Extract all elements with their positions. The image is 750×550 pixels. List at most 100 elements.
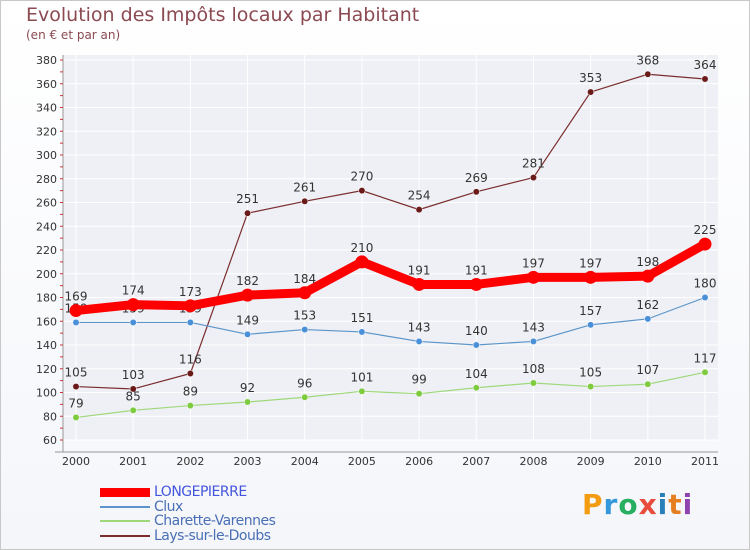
data-point <box>183 299 197 313</box>
data-label: 281 <box>522 157 545 171</box>
data-point <box>472 188 480 196</box>
series-line-charette-varennes <box>75 371 706 419</box>
data-label: 225 <box>694 223 717 237</box>
y-tick-label: 100 <box>36 387 57 400</box>
data-point <box>358 187 366 195</box>
data-label: 105 <box>65 366 88 380</box>
legend-swatch <box>100 534 150 537</box>
data-point <box>412 277 426 291</box>
data-label: 169 <box>65 290 88 304</box>
data-point <box>644 380 652 388</box>
data-point <box>530 379 537 387</box>
data-label: 173 <box>179 285 202 299</box>
x-tick-label: 2005 <box>348 455 376 468</box>
y-tick-label: 180 <box>36 292 57 305</box>
x-tick-label: 2003 <box>234 455 262 468</box>
x-tick-label: 2008 <box>519 455 547 468</box>
y-tick-label: 320 <box>36 125 57 138</box>
logo-letter: x <box>638 488 658 521</box>
data-point <box>129 385 137 393</box>
data-point <box>698 237 712 251</box>
data-label: 353 <box>579 71 602 85</box>
y-tick-label: 380 <box>36 54 57 67</box>
data-label: 270 <box>350 170 373 184</box>
data-label: 116 <box>179 353 202 367</box>
data-point <box>526 270 540 284</box>
data-label: 105 <box>579 366 602 380</box>
data-point <box>530 174 537 182</box>
data-point <box>186 370 194 377</box>
x-tick-label: 2006 <box>405 455 433 468</box>
y-tick-label: 340 <box>36 102 57 115</box>
data-label: 157 <box>579 304 602 318</box>
y-tick-label: 280 <box>36 173 57 186</box>
x-tick-label: 2004 <box>291 455 319 468</box>
data-label: 184 <box>293 272 316 286</box>
logo-letter: o <box>618 488 639 521</box>
data-label: 107 <box>636 363 659 377</box>
data-label: 99 <box>411 373 426 387</box>
x-tick-label: 2001 <box>119 455 147 468</box>
data-point <box>701 294 709 301</box>
data-label: 191 <box>465 263 488 277</box>
data-label: 89 <box>183 385 198 399</box>
data-point <box>244 398 251 406</box>
data-label: 96 <box>297 376 312 390</box>
data-point <box>701 75 709 83</box>
data-label: 210 <box>350 241 373 255</box>
legend-label: Charette-Varennes <box>154 513 276 530</box>
data-point <box>129 406 137 414</box>
chart-subtitle: (en € et par an) <box>26 28 121 42</box>
legend-label: LONGEPIERRE <box>154 484 247 501</box>
data-point <box>301 197 309 205</box>
data-point <box>69 304 83 318</box>
legend-swatch <box>100 487 150 497</box>
data-label: 368 <box>636 53 659 67</box>
data-point <box>301 326 309 334</box>
data-label: 197 <box>579 256 602 270</box>
data-label: 104 <box>465 367 488 381</box>
y-tick-label: 80 <box>43 410 57 423</box>
data-point <box>584 270 598 284</box>
x-tick-label: 2010 <box>634 455 662 468</box>
data-point <box>186 402 194 410</box>
data-label: 151 <box>350 311 373 325</box>
data-label: 149 <box>236 313 259 327</box>
data-point <box>415 390 423 398</box>
data-point <box>587 88 595 96</box>
chart-legend: LONGEPIERRE Clux Charette-Varennes Lays-sur… <box>100 484 276 544</box>
data-point <box>244 330 251 338</box>
legend-item: Charette-Varennes <box>100 513 276 530</box>
y-tick-label: 300 <box>36 149 57 162</box>
data-label: 198 <box>636 255 659 269</box>
y-tick-label: 120 <box>36 363 57 376</box>
data-point <box>186 318 194 326</box>
logo-letter: r <box>603 488 619 521</box>
data-label: 153 <box>293 309 316 323</box>
data-label: 143 <box>522 320 545 334</box>
data-point <box>355 255 369 269</box>
series-line-clux <box>75 296 706 346</box>
data-label: 79 <box>68 396 83 410</box>
data-point <box>72 318 80 326</box>
data-point <box>641 269 655 283</box>
x-tick-label: 2011 <box>691 455 719 468</box>
data-label: 261 <box>293 180 316 194</box>
legend-label: Clux <box>154 498 183 515</box>
data-point <box>701 368 709 376</box>
data-point <box>301 393 309 401</box>
plot-area <box>63 55 718 440</box>
logo-letter: t <box>668 488 683 521</box>
data-label: 103 <box>122 368 145 382</box>
data-label: 180 <box>694 277 717 291</box>
x-tick-label: 2009 <box>577 455 605 468</box>
data-point <box>129 318 137 326</box>
data-point <box>469 277 483 291</box>
logo-letter: P <box>582 488 604 521</box>
legend-item: Clux <box>100 498 275 515</box>
data-point <box>358 328 366 336</box>
data-point <box>358 387 366 395</box>
data-point <box>415 337 423 345</box>
data-label: 140 <box>465 324 488 338</box>
